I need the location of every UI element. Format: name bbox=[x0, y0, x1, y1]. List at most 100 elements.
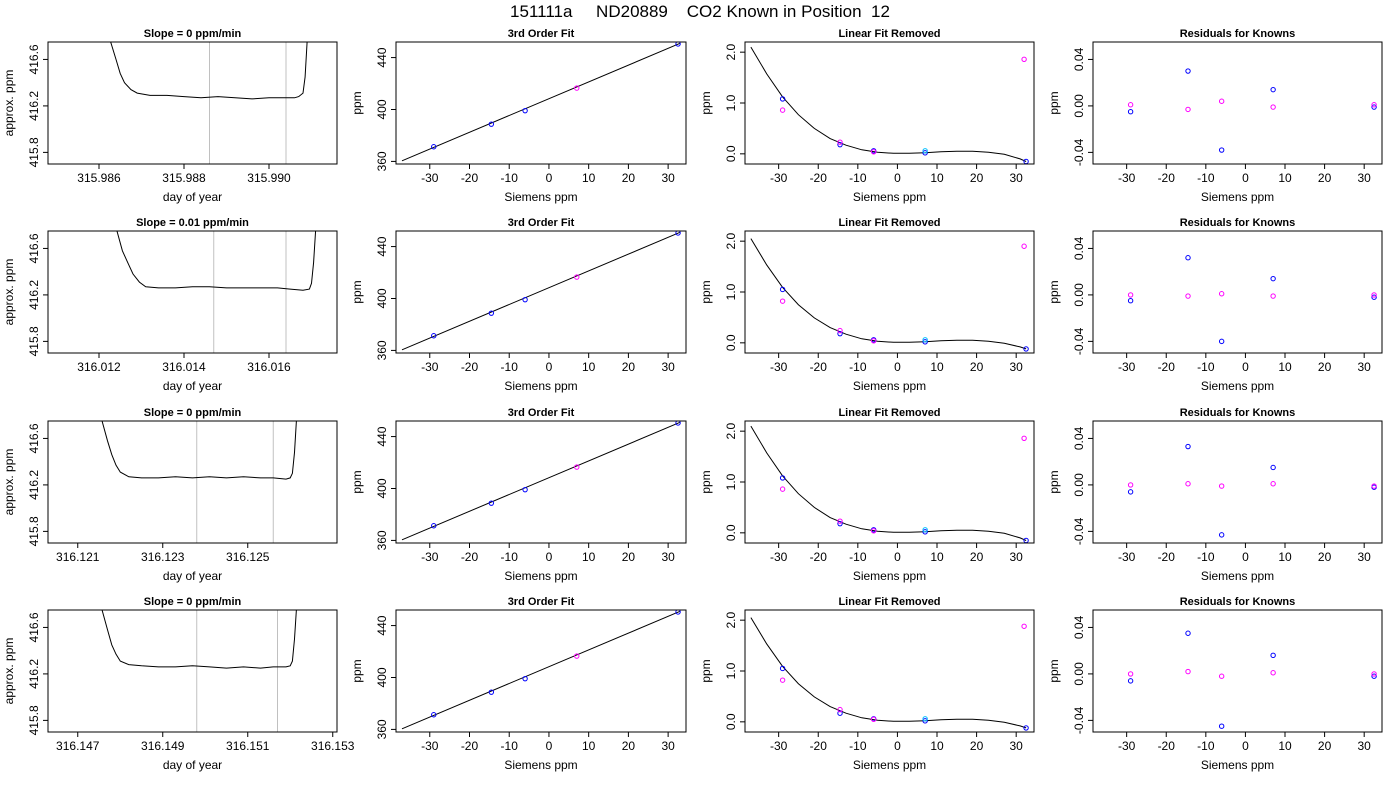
data-point-blue bbox=[522, 675, 528, 682]
x-axis-label: day of year bbox=[163, 379, 222, 393]
x-tick-label: -30 bbox=[770, 550, 788, 564]
panel-r1c2: 3rd Order Fit Siemens ppm ppm -30 -20 -10 0 10 2… bbox=[350, 28, 687, 204]
x-tick-label: 316.012 bbox=[77, 360, 121, 374]
x-tick-label: -10 bbox=[849, 171, 867, 185]
y-tick-label: 1.0 bbox=[724, 473, 738, 490]
x-tick-label: -20 bbox=[461, 360, 479, 374]
data-point-magenta bbox=[1371, 102, 1377, 108]
data-point-magenta bbox=[1218, 483, 1225, 489]
plot-area bbox=[401, 231, 681, 351]
y-tick-label: 2.0 bbox=[724, 44, 738, 61]
y-tick-label: 416.2 bbox=[27, 280, 41, 310]
panel-title: 3rd Order Fit bbox=[508, 407, 575, 419]
data-point-magenta bbox=[1185, 668, 1191, 675]
y-tick-label: 416.6 bbox=[27, 233, 41, 263]
x-tick-label: -10 bbox=[1197, 171, 1215, 185]
y-tick-label: 2.0 bbox=[724, 423, 738, 440]
panel-r1c1: Slope = 0 ppm/min day of year approx. ppm 3… bbox=[2, 28, 338, 204]
x-tick-label: -20 bbox=[810, 739, 828, 753]
data-point-blue bbox=[488, 310, 495, 316]
data-point-blue bbox=[522, 296, 528, 303]
fit-curve bbox=[750, 238, 1027, 350]
x-tick-label: -10 bbox=[849, 360, 867, 374]
panel-title: 3rd Order Fit bbox=[508, 217, 575, 229]
plot-frame bbox=[1092, 230, 1383, 354]
data-point-magenta bbox=[1021, 56, 1027, 62]
data-point-blue bbox=[779, 475, 786, 481]
data-point-blue bbox=[1185, 630, 1191, 636]
fit-curve bbox=[401, 231, 681, 351]
y-tick-label: 440 bbox=[375, 236, 389, 256]
data-point-blue bbox=[837, 710, 843, 716]
x-tick-label: 0 bbox=[546, 171, 553, 185]
x-tick-label: 30 bbox=[661, 739, 675, 753]
y-axis-label: ppm bbox=[350, 91, 364, 114]
data-point-blue bbox=[522, 107, 528, 114]
x-tick-label: 10 bbox=[1278, 550, 1292, 564]
y-axis-label: approx. ppm bbox=[2, 449, 16, 516]
data-point-magenta bbox=[837, 706, 843, 713]
panel-r4c1: Slope = 0 ppm/min day of year approx. ppm 3… bbox=[2, 596, 355, 772]
plot-area bbox=[750, 238, 1029, 352]
x-tick-label: -20 bbox=[1158, 739, 1176, 753]
data-point-blue bbox=[1185, 443, 1191, 450]
x-tick-label: 20 bbox=[1318, 550, 1332, 564]
y-tick-label: 416.2 bbox=[27, 91, 41, 121]
plot-frame bbox=[744, 609, 1035, 733]
y-axis-label: ppm bbox=[699, 91, 713, 114]
x-tick-label: -20 bbox=[810, 171, 828, 185]
data-point-magenta bbox=[1127, 102, 1134, 108]
y-tick-label: 400 bbox=[375, 288, 389, 308]
data-point-blue bbox=[1270, 652, 1276, 659]
x-tick-label: 20 bbox=[622, 360, 636, 374]
plot-frame bbox=[47, 609, 338, 733]
panel-title: Slope = 0 ppm/min bbox=[144, 596, 242, 608]
x-tick-label: 316.014 bbox=[162, 360, 206, 374]
fit-curve bbox=[401, 42, 681, 162]
x-tick-label: 10 bbox=[930, 550, 944, 564]
data-point-blue bbox=[431, 144, 437, 150]
plot-frame bbox=[744, 41, 1035, 165]
y-tick-label: 416.6 bbox=[27, 44, 41, 74]
x-tick-label: 30 bbox=[1010, 550, 1024, 564]
data-point-magenta bbox=[1270, 293, 1276, 299]
plot-frame bbox=[1092, 609, 1383, 733]
x-axis-label: day of year bbox=[163, 190, 222, 204]
data-point-magenta bbox=[870, 338, 877, 344]
panel-title: 3rd Order Fit bbox=[508, 596, 575, 608]
x-tick-label: 0 bbox=[1242, 739, 1249, 753]
plot-frame bbox=[395, 230, 687, 354]
y-tick-label: -0.04 bbox=[1072, 138, 1086, 166]
y-tick-label: 400 bbox=[375, 99, 389, 119]
data-point-blue bbox=[431, 523, 437, 529]
data-point-blue bbox=[922, 150, 928, 156]
x-tick-label: 316.125 bbox=[226, 550, 270, 564]
data-point-magenta bbox=[779, 677, 786, 683]
data-point-magenta bbox=[1218, 291, 1225, 297]
data-point-blue bbox=[1185, 68, 1191, 74]
data-point-magenta bbox=[837, 518, 843, 524]
data-point-blue bbox=[837, 520, 843, 527]
fit-curve bbox=[750, 425, 1027, 541]
data-point-magenta bbox=[1021, 435, 1027, 441]
y-tick-label: 0.00 bbox=[1072, 283, 1086, 307]
x-tick-label: 30 bbox=[1358, 360, 1372, 374]
x-tick-label: -30 bbox=[1118, 550, 1136, 564]
x-tick-label: 30 bbox=[1358, 739, 1372, 753]
y-axis-label: ppm bbox=[1047, 280, 1061, 303]
panel-title: Linear Fit Removed bbox=[838, 596, 940, 608]
x-tick-label: -30 bbox=[1118, 739, 1136, 753]
x-axis-label: Siemens ppm bbox=[1201, 569, 1274, 583]
x-tick-label: 10 bbox=[582, 739, 596, 753]
data-point-magenta bbox=[574, 653, 580, 659]
x-tick-label: -30 bbox=[421, 360, 439, 374]
panel-title: 3rd Order Fit bbox=[508, 28, 575, 40]
y-axis-label: ppm bbox=[350, 659, 364, 682]
data-point-blue bbox=[1218, 532, 1225, 538]
data-point-magenta bbox=[837, 327, 843, 334]
ppm-trace-line bbox=[110, 42, 308, 100]
panel-title: Residuals for Knowns bbox=[1180, 28, 1296, 40]
y-tick-label: 0.04 bbox=[1072, 236, 1086, 260]
x-tick-label: 10 bbox=[582, 171, 596, 185]
